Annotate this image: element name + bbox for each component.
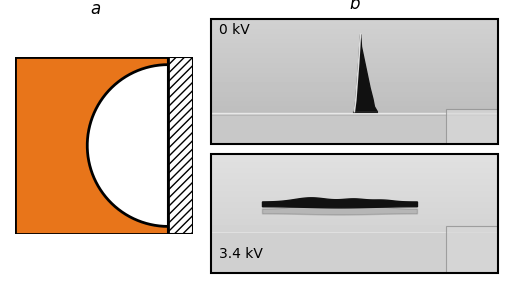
Bar: [211, 113, 498, 144]
Text: 3.4 kV: 3.4 kV: [219, 247, 263, 261]
Bar: [446, 226, 498, 273]
Bar: [446, 109, 498, 144]
Bar: [15, 57, 168, 234]
Polygon shape: [263, 205, 418, 215]
Polygon shape: [87, 65, 168, 226]
Polygon shape: [263, 198, 418, 208]
Text: 0 kV: 0 kV: [219, 23, 250, 37]
Text: b: b: [349, 0, 360, 13]
Bar: [15, 57, 168, 234]
Bar: [211, 232, 498, 273]
Bar: [168, 57, 193, 234]
Text: a: a: [90, 0, 101, 18]
Polygon shape: [355, 34, 377, 112]
